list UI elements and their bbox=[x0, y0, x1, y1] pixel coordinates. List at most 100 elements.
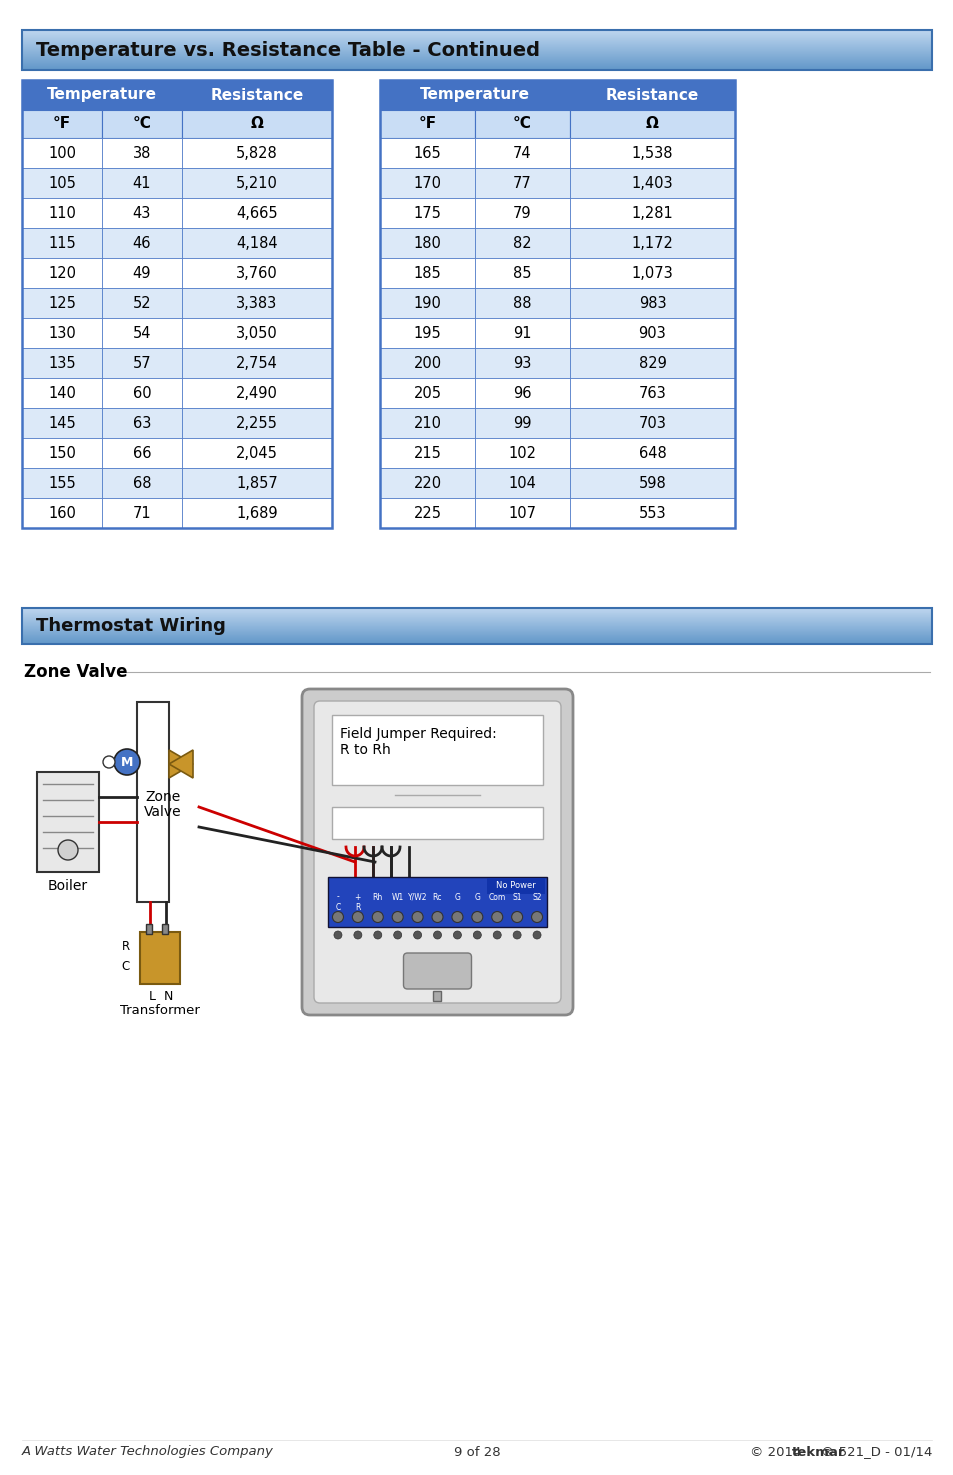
Bar bbox=[182, 319, 332, 348]
Bar bbox=[569, 258, 734, 288]
Text: 85: 85 bbox=[513, 266, 531, 280]
Text: 220: 220 bbox=[413, 475, 441, 491]
Text: 903: 903 bbox=[638, 326, 666, 341]
Text: 225: 225 bbox=[413, 506, 441, 521]
Bar bbox=[182, 111, 332, 139]
Text: 63: 63 bbox=[132, 416, 151, 431]
Bar bbox=[475, 409, 569, 438]
Text: 983: 983 bbox=[638, 295, 665, 311]
Text: 38: 38 bbox=[132, 146, 151, 161]
Text: Valve: Valve bbox=[144, 805, 182, 819]
Bar bbox=[379, 499, 475, 528]
Bar bbox=[569, 468, 734, 499]
Text: 79: 79 bbox=[513, 205, 531, 220]
Text: Temperature: Temperature bbox=[47, 87, 157, 102]
Bar bbox=[433, 991, 441, 1002]
Bar bbox=[379, 409, 475, 438]
Bar bbox=[379, 229, 475, 258]
Text: 60: 60 bbox=[132, 385, 152, 401]
Circle shape bbox=[513, 931, 520, 940]
Text: 2,045: 2,045 bbox=[235, 445, 277, 460]
Text: 598: 598 bbox=[638, 475, 666, 491]
Text: G: G bbox=[454, 892, 460, 901]
Bar bbox=[475, 139, 569, 168]
Bar bbox=[102, 111, 182, 139]
Text: 1,073: 1,073 bbox=[631, 266, 673, 280]
Bar bbox=[22, 80, 332, 528]
Text: 88: 88 bbox=[513, 295, 531, 311]
Bar bbox=[569, 499, 734, 528]
Text: 3,383: 3,383 bbox=[236, 295, 277, 311]
Bar bbox=[569, 229, 734, 258]
Text: 1,857: 1,857 bbox=[236, 475, 277, 491]
Bar bbox=[22, 319, 102, 348]
Circle shape bbox=[332, 912, 343, 922]
Bar bbox=[182, 80, 332, 111]
Text: 104: 104 bbox=[508, 475, 536, 491]
Text: 125: 125 bbox=[48, 295, 76, 311]
Bar bbox=[328, 878, 546, 926]
Text: 195: 195 bbox=[414, 326, 441, 341]
Circle shape bbox=[392, 912, 403, 922]
Bar bbox=[569, 168, 734, 198]
Text: -: - bbox=[336, 892, 339, 901]
Bar bbox=[475, 378, 569, 409]
Bar bbox=[182, 139, 332, 168]
Bar bbox=[379, 139, 475, 168]
Circle shape bbox=[412, 912, 422, 922]
Text: M: M bbox=[121, 755, 133, 768]
Bar bbox=[569, 409, 734, 438]
Text: S2: S2 bbox=[532, 892, 541, 901]
Text: C: C bbox=[122, 960, 130, 972]
Text: 150: 150 bbox=[48, 445, 76, 460]
Text: 66: 66 bbox=[132, 445, 152, 460]
Text: 140: 140 bbox=[48, 385, 76, 401]
Text: 2,255: 2,255 bbox=[235, 416, 277, 431]
Circle shape bbox=[354, 931, 361, 940]
Bar bbox=[182, 438, 332, 468]
Bar bbox=[569, 111, 734, 139]
Text: A Watts Water Technologies Company: A Watts Water Technologies Company bbox=[22, 1446, 274, 1459]
Text: 190: 190 bbox=[414, 295, 441, 311]
Bar bbox=[146, 923, 152, 934]
Bar bbox=[102, 168, 182, 198]
Bar bbox=[182, 409, 332, 438]
Text: 210: 210 bbox=[413, 416, 441, 431]
Text: Resistance: Resistance bbox=[211, 87, 303, 102]
FancyBboxPatch shape bbox=[403, 953, 471, 990]
Bar bbox=[475, 288, 569, 319]
Circle shape bbox=[533, 931, 540, 940]
Text: Rh: Rh bbox=[373, 892, 382, 901]
Bar bbox=[37, 771, 99, 872]
Text: 185: 185 bbox=[414, 266, 441, 280]
Bar bbox=[569, 198, 734, 229]
Circle shape bbox=[453, 931, 461, 940]
Text: 9 of 28: 9 of 28 bbox=[454, 1446, 499, 1459]
Text: 102: 102 bbox=[508, 445, 536, 460]
Text: 180: 180 bbox=[414, 236, 441, 251]
Text: 4,665: 4,665 bbox=[236, 205, 277, 220]
Text: Ω: Ω bbox=[645, 117, 659, 131]
Circle shape bbox=[493, 931, 500, 940]
Text: 99: 99 bbox=[513, 416, 531, 431]
Bar bbox=[22, 608, 931, 645]
Bar bbox=[102, 198, 182, 229]
Bar bbox=[569, 139, 734, 168]
Text: 1,172: 1,172 bbox=[631, 236, 673, 251]
Text: R: R bbox=[122, 940, 130, 953]
Text: 74: 74 bbox=[513, 146, 531, 161]
Circle shape bbox=[374, 931, 381, 940]
Text: No Power: No Power bbox=[496, 882, 536, 891]
Text: Resistance: Resistance bbox=[605, 87, 699, 102]
Text: °C: °C bbox=[513, 117, 532, 131]
Bar bbox=[22, 30, 931, 69]
Text: 703: 703 bbox=[638, 416, 666, 431]
Text: 5,828: 5,828 bbox=[236, 146, 277, 161]
Bar bbox=[569, 348, 734, 378]
Circle shape bbox=[531, 912, 542, 922]
Text: 110: 110 bbox=[48, 205, 76, 220]
Text: +: + bbox=[355, 892, 360, 901]
Text: Rc: Rc bbox=[433, 892, 442, 901]
Bar bbox=[22, 111, 102, 139]
Text: 3,760: 3,760 bbox=[236, 266, 277, 280]
